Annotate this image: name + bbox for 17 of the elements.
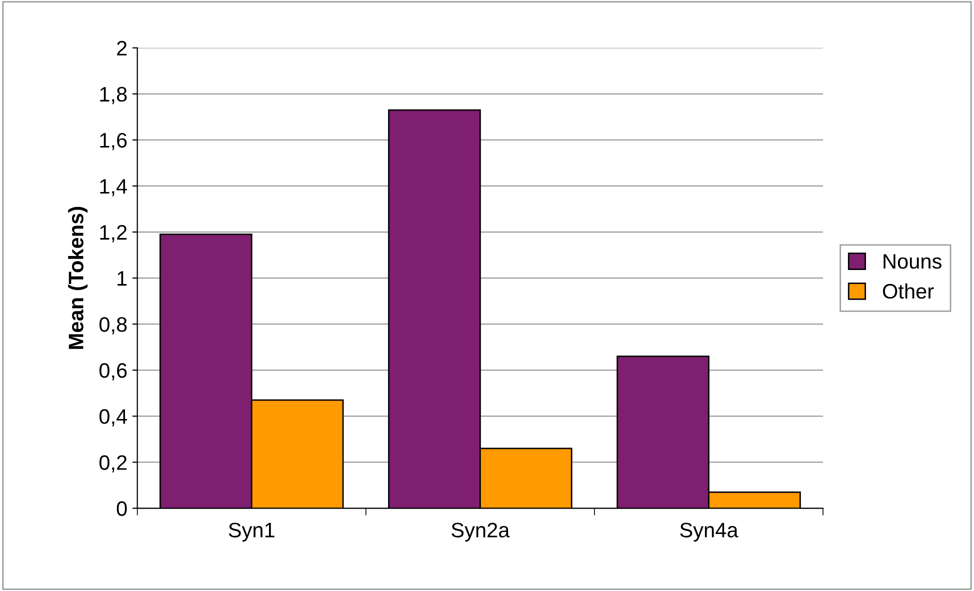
x-tick-label: Syn4a bbox=[680, 522, 738, 542]
y-tick-label: 0,8 bbox=[99, 317, 127, 334]
y-tick-label: 0 bbox=[116, 501, 127, 516]
y-tick-label: 1 bbox=[118, 271, 127, 286]
y-tick-label: 1,8 bbox=[100, 86, 127, 104]
legend-label: Nouns bbox=[884, 254, 942, 269]
x-tick-label: Syn2a bbox=[452, 522, 510, 542]
y-tick-label: 2 bbox=[117, 40, 127, 56]
y-tick-label: 1,4 bbox=[100, 179, 128, 196]
y-tick-label: 0,6 bbox=[99, 363, 127, 380]
x-tick-label: Syn1 bbox=[228, 522, 274, 542]
y-tick-label: 0,2 bbox=[99, 455, 127, 472]
y-tick-label: 1,2 bbox=[100, 225, 127, 242]
legend-label: Other bbox=[882, 283, 934, 299]
y-axis-title: Mean (Tokens) bbox=[68, 206, 88, 349]
y-tick-label: 1,6 bbox=[100, 132, 127, 150]
y-tick-label: 0,4 bbox=[99, 409, 128, 426]
